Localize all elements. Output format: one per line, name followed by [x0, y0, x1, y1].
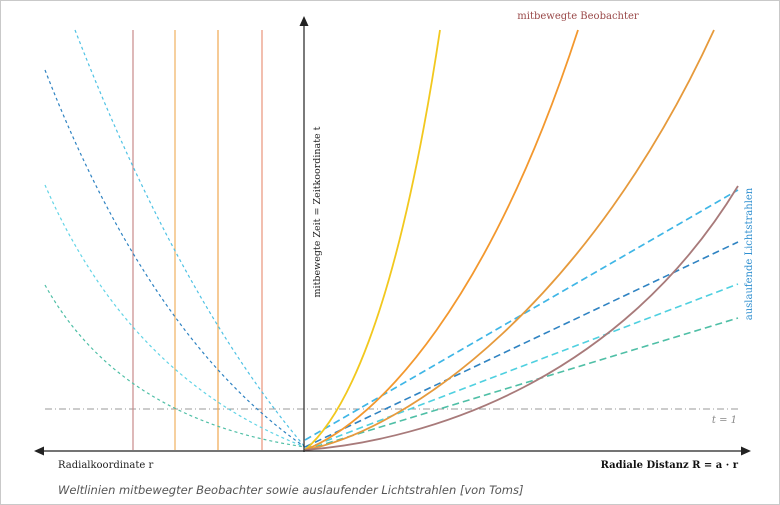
observer-worldline-light-orange: [304, 29, 715, 451]
light-ray-1: [304, 189, 739, 441]
light-rays-label: auslaufende Lichtstrahlen: [744, 187, 755, 320]
observer-worldline-orange: [304, 29, 579, 451]
left-light-cone-2: [44, 69, 306, 448]
radial-distance-label: Radiale Distanz R = a · r: [601, 460, 739, 471]
left-light-cone-4: [44, 284, 306, 448]
left-light-cone-3: [44, 184, 306, 448]
light-ray-3: [304, 283, 739, 450]
observer-worldline-yellow: [304, 29, 441, 451]
radial-axis-left-arrowhead: [34, 446, 44, 456]
comoving-observers-label: mitbewegte Beobachter: [517, 11, 639, 22]
figure-caption: Weltlinien mitbewegter Beobachter sowie …: [58, 483, 524, 497]
radial-coordinate-label: Radialkoordinate r: [58, 460, 153, 471]
left-light-cone-1: [74, 29, 306, 448]
time-axis-arrowhead: [299, 16, 309, 26]
light-ray-4: [304, 317, 739, 451]
time-axis-label: mitbewegte Zeit = Zeitkoordinate t: [312, 126, 323, 297]
t-marker-label: t = 1: [712, 415, 737, 426]
light-ray-2: [304, 241, 739, 448]
radial-axis-right-arrowhead: [741, 446, 751, 456]
observer-worldline-brown: [304, 185, 739, 451]
